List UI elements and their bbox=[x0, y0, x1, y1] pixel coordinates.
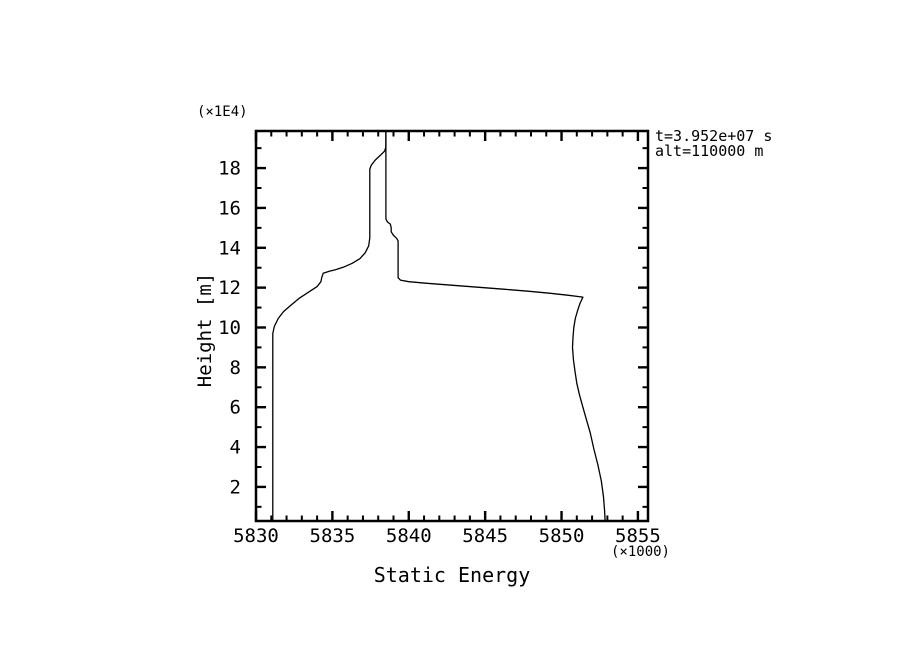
x-axis-title: Static Energy bbox=[374, 563, 531, 587]
y-axis-tick-label: 2 bbox=[230, 476, 241, 498]
right-profile-path bbox=[385, 130, 606, 522]
x-axis-tick-label: 5840 bbox=[386, 525, 432, 547]
y-axis-tick-label: 14 bbox=[218, 237, 241, 259]
x-axis-scale-note: (×1000) bbox=[611, 544, 670, 560]
plot-frame bbox=[254, 129, 650, 523]
y-axis-tick-label: 16 bbox=[218, 197, 241, 219]
x-axis-tick-label: 5855 bbox=[615, 525, 661, 547]
annotation-time: t=3.952e+07 s bbox=[655, 127, 772, 145]
y-axis-tick-label: 4 bbox=[230, 437, 241, 459]
left-profile-path bbox=[272, 130, 387, 522]
y-axis-title: Height [m] bbox=[194, 273, 216, 387]
profile-curves bbox=[272, 130, 606, 522]
y-axis-tick-label: 10 bbox=[218, 317, 241, 339]
x-axis-tick-label: 5830 bbox=[233, 525, 279, 547]
axes-frame: 5830 5835 5840 5845 5850 5855 2 4 6 8 10 12 14 16 18 bbox=[218, 129, 661, 547]
y-axis-tick-label: 12 bbox=[218, 277, 241, 299]
y-axis-scale-note: (×1E4) bbox=[197, 104, 248, 120]
annotation-altitude: alt=110000 m bbox=[655, 142, 763, 160]
x-axis-tick-label: 5845 bbox=[462, 525, 508, 547]
y-axis-tick-label: 6 bbox=[230, 397, 241, 419]
x-axis-tick-label: 5835 bbox=[310, 525, 356, 547]
x-axis-tick-label: 5850 bbox=[539, 525, 585, 547]
y-axis-tick-label: 18 bbox=[218, 158, 241, 180]
y-axis-tick-label: 8 bbox=[230, 357, 241, 379]
